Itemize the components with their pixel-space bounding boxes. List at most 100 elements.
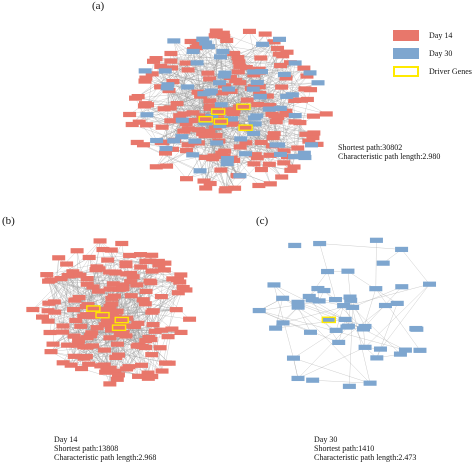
gene-node-day14	[254, 139, 268, 146]
gene-node-day14	[139, 338, 153, 344]
network-nodes	[123, 28, 333, 194]
gene-node-day14	[115, 240, 129, 247]
gene-node-day30	[255, 68, 269, 75]
gene-node-day14	[253, 90, 267, 97]
legend-label-day30: Day 30	[429, 49, 453, 58]
gene-node-day30	[303, 329, 317, 335]
network-graph-c	[252, 237, 437, 389]
gene-node-day14	[179, 121, 193, 127]
gene-node-day14	[130, 343, 144, 349]
gene-node-day14	[189, 45, 203, 51]
network-edge	[293, 358, 299, 379]
gene-node-day14	[86, 343, 100, 349]
network-edge	[293, 330, 337, 359]
gene-node-day14	[116, 282, 130, 288]
gene-node-day14	[300, 96, 314, 103]
gene-node-day30	[233, 173, 247, 179]
network-edge	[74, 324, 154, 357]
gene-node-day30	[317, 287, 331, 294]
gene-node-day30	[378, 302, 392, 309]
gene-node-day14	[229, 77, 243, 84]
gene-node-day14	[203, 180, 217, 187]
gene-node-day14	[258, 31, 272, 37]
gene-node-day14	[247, 72, 261, 78]
network-edge	[48, 281, 130, 367]
gene-node-day14	[151, 258, 165, 265]
panel-c-path-length: Characteristic path length:2.473	[314, 453, 417, 462]
gene-node-day14	[180, 176, 194, 182]
gene-node-day30	[247, 69, 261, 75]
gene-node-day14	[300, 73, 314, 79]
gene-node-day30	[159, 145, 173, 152]
gene-node-day14	[67, 353, 81, 359]
gene-node-day14	[159, 360, 173, 366]
gene-node-day14	[70, 248, 84, 254]
gene-node-day30	[213, 54, 227, 60]
gene-node-day14	[44, 349, 58, 355]
gene-node-day14	[263, 152, 277, 158]
gene-node-day14	[56, 329, 70, 335]
gene-node-day30	[341, 323, 355, 329]
gene-node-day30	[288, 60, 302, 66]
network-edges	[259, 240, 430, 387]
gene-node-day30	[181, 84, 195, 90]
network-edge	[135, 40, 227, 99]
gene-node-day14	[165, 326, 179, 332]
network-edge	[32, 275, 80, 310]
network-edge	[83, 346, 170, 364]
network-graph-b	[26, 238, 197, 387]
gene-node-day30	[138, 68, 152, 74]
gene-node-day14	[105, 301, 119, 307]
gene-node-day30	[160, 85, 174, 91]
gene-node-day14	[161, 334, 175, 340]
gene-node-day14	[279, 75, 293, 81]
gene-node-day14	[271, 45, 285, 51]
gene-node-day14	[181, 126, 195, 132]
gene-node-day14	[209, 132, 223, 139]
gene-node-day14	[64, 362, 78, 368]
gene-node-day14	[46, 341, 60, 347]
network-edge	[380, 284, 430, 350]
driver-gene-node	[86, 305, 101, 312]
network-edge	[192, 112, 226, 189]
network-edge	[401, 249, 430, 285]
gene-node-day30	[311, 80, 325, 86]
gene-node-day14	[233, 63, 247, 69]
gene-node-day30	[370, 355, 384, 361]
gene-node-day14	[67, 333, 81, 339]
gene-node-day14	[54, 275, 68, 282]
gene-node-day30	[423, 281, 437, 287]
gene-node-day30	[267, 282, 281, 288]
gene-node-day14	[124, 279, 138, 285]
gene-node-day30	[285, 92, 299, 98]
network-edge	[143, 144, 201, 171]
gene-node-day14	[306, 135, 320, 141]
gene-node-day30	[291, 304, 305, 310]
gene-node-day30	[225, 116, 239, 122]
gene-node-day30	[193, 168, 207, 174]
gene-node-day14	[279, 112, 293, 118]
gene-node-day14	[231, 55, 245, 61]
driver-gene-node	[198, 115, 213, 123]
gene-node-day30	[376, 260, 390, 266]
gene-node-day14	[119, 260, 133, 266]
gene-node-day14	[105, 327, 119, 333]
gene-node-day14	[145, 71, 159, 77]
network-edge	[294, 122, 301, 157]
network-graph-a	[123, 28, 333, 194]
gene-node-day30	[250, 79, 264, 86]
gene-node-day14	[48, 309, 62, 315]
network-edge	[152, 73, 194, 113]
gene-node-day14	[251, 101, 265, 108]
gene-node-day14	[170, 100, 184, 107]
gene-node-day14	[99, 369, 113, 375]
gene-node-day14	[138, 78, 152, 84]
network-edge	[352, 307, 401, 355]
gene-node-day14	[140, 122, 154, 128]
gene-node-day14	[56, 360, 70, 366]
gene-node-day14	[217, 83, 231, 89]
gene-node-day30	[190, 60, 204, 66]
gene-node-day14	[41, 318, 55, 324]
legend-label-day14: Day 14	[429, 31, 453, 40]
gene-node-day14	[66, 269, 80, 275]
